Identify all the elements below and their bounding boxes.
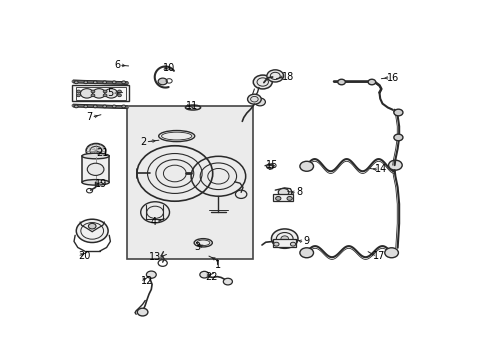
Circle shape xyxy=(74,81,78,84)
Circle shape xyxy=(223,278,232,285)
Circle shape xyxy=(253,75,272,89)
Circle shape xyxy=(84,81,87,84)
Text: 9: 9 xyxy=(303,237,309,246)
Circle shape xyxy=(266,70,283,82)
Text: 10: 10 xyxy=(163,63,175,73)
Circle shape xyxy=(91,94,95,97)
Text: 20: 20 xyxy=(78,251,91,261)
Text: 4: 4 xyxy=(151,217,157,227)
Circle shape xyxy=(103,94,107,97)
Text: 16: 16 xyxy=(386,73,398,83)
Circle shape xyxy=(77,90,81,93)
Circle shape xyxy=(93,105,97,108)
Text: 8: 8 xyxy=(295,187,302,197)
Ellipse shape xyxy=(82,180,109,185)
Bar xyxy=(273,194,292,201)
Bar xyxy=(75,87,125,100)
Bar xyxy=(82,156,109,183)
Circle shape xyxy=(158,78,167,85)
Bar xyxy=(127,105,252,260)
Text: 2: 2 xyxy=(141,136,146,147)
Circle shape xyxy=(117,94,121,97)
Circle shape xyxy=(93,81,97,84)
Circle shape xyxy=(266,164,272,169)
Circle shape xyxy=(299,248,313,258)
Circle shape xyxy=(104,89,117,98)
Circle shape xyxy=(112,81,116,84)
Circle shape xyxy=(388,160,401,170)
Circle shape xyxy=(92,89,105,98)
Circle shape xyxy=(247,94,261,104)
Circle shape xyxy=(290,242,295,246)
Text: 6: 6 xyxy=(114,60,120,70)
Text: 3: 3 xyxy=(194,242,200,252)
Circle shape xyxy=(84,105,87,108)
Bar xyxy=(72,85,128,102)
Text: 14: 14 xyxy=(374,164,386,174)
Text: 5: 5 xyxy=(107,88,113,98)
Circle shape xyxy=(76,219,108,243)
Circle shape xyxy=(299,161,313,171)
Circle shape xyxy=(146,271,156,278)
Circle shape xyxy=(117,90,121,93)
Circle shape xyxy=(278,188,288,196)
Circle shape xyxy=(286,197,292,201)
Circle shape xyxy=(384,248,398,258)
Text: 21: 21 xyxy=(96,148,108,158)
Text: 7: 7 xyxy=(86,112,93,122)
Circle shape xyxy=(86,144,105,158)
Circle shape xyxy=(254,98,265,106)
Bar xyxy=(273,239,295,247)
Circle shape xyxy=(88,223,96,229)
Circle shape xyxy=(87,163,104,175)
Circle shape xyxy=(91,90,95,93)
Text: 18: 18 xyxy=(281,72,293,82)
Circle shape xyxy=(103,90,107,93)
Circle shape xyxy=(367,79,375,85)
Circle shape xyxy=(200,271,208,278)
Circle shape xyxy=(102,105,106,108)
Text: 19: 19 xyxy=(95,179,107,189)
Circle shape xyxy=(337,79,345,85)
Text: 13: 13 xyxy=(149,252,161,262)
Circle shape xyxy=(273,242,279,246)
Circle shape xyxy=(393,134,402,141)
Text: 12: 12 xyxy=(141,276,153,286)
Circle shape xyxy=(137,308,147,316)
Circle shape xyxy=(81,89,93,98)
Circle shape xyxy=(74,105,78,108)
Text: 22: 22 xyxy=(205,271,218,282)
Circle shape xyxy=(122,105,125,108)
Text: 17: 17 xyxy=(372,251,385,261)
Text: 11: 11 xyxy=(185,100,198,111)
Circle shape xyxy=(271,229,297,248)
Circle shape xyxy=(275,197,280,201)
Text: 1: 1 xyxy=(215,260,221,270)
Circle shape xyxy=(77,94,81,97)
Text: 15: 15 xyxy=(266,159,278,170)
Circle shape xyxy=(122,81,125,84)
Circle shape xyxy=(393,109,402,116)
Circle shape xyxy=(112,105,116,108)
Circle shape xyxy=(102,81,106,84)
Ellipse shape xyxy=(82,153,109,159)
Circle shape xyxy=(280,236,288,242)
